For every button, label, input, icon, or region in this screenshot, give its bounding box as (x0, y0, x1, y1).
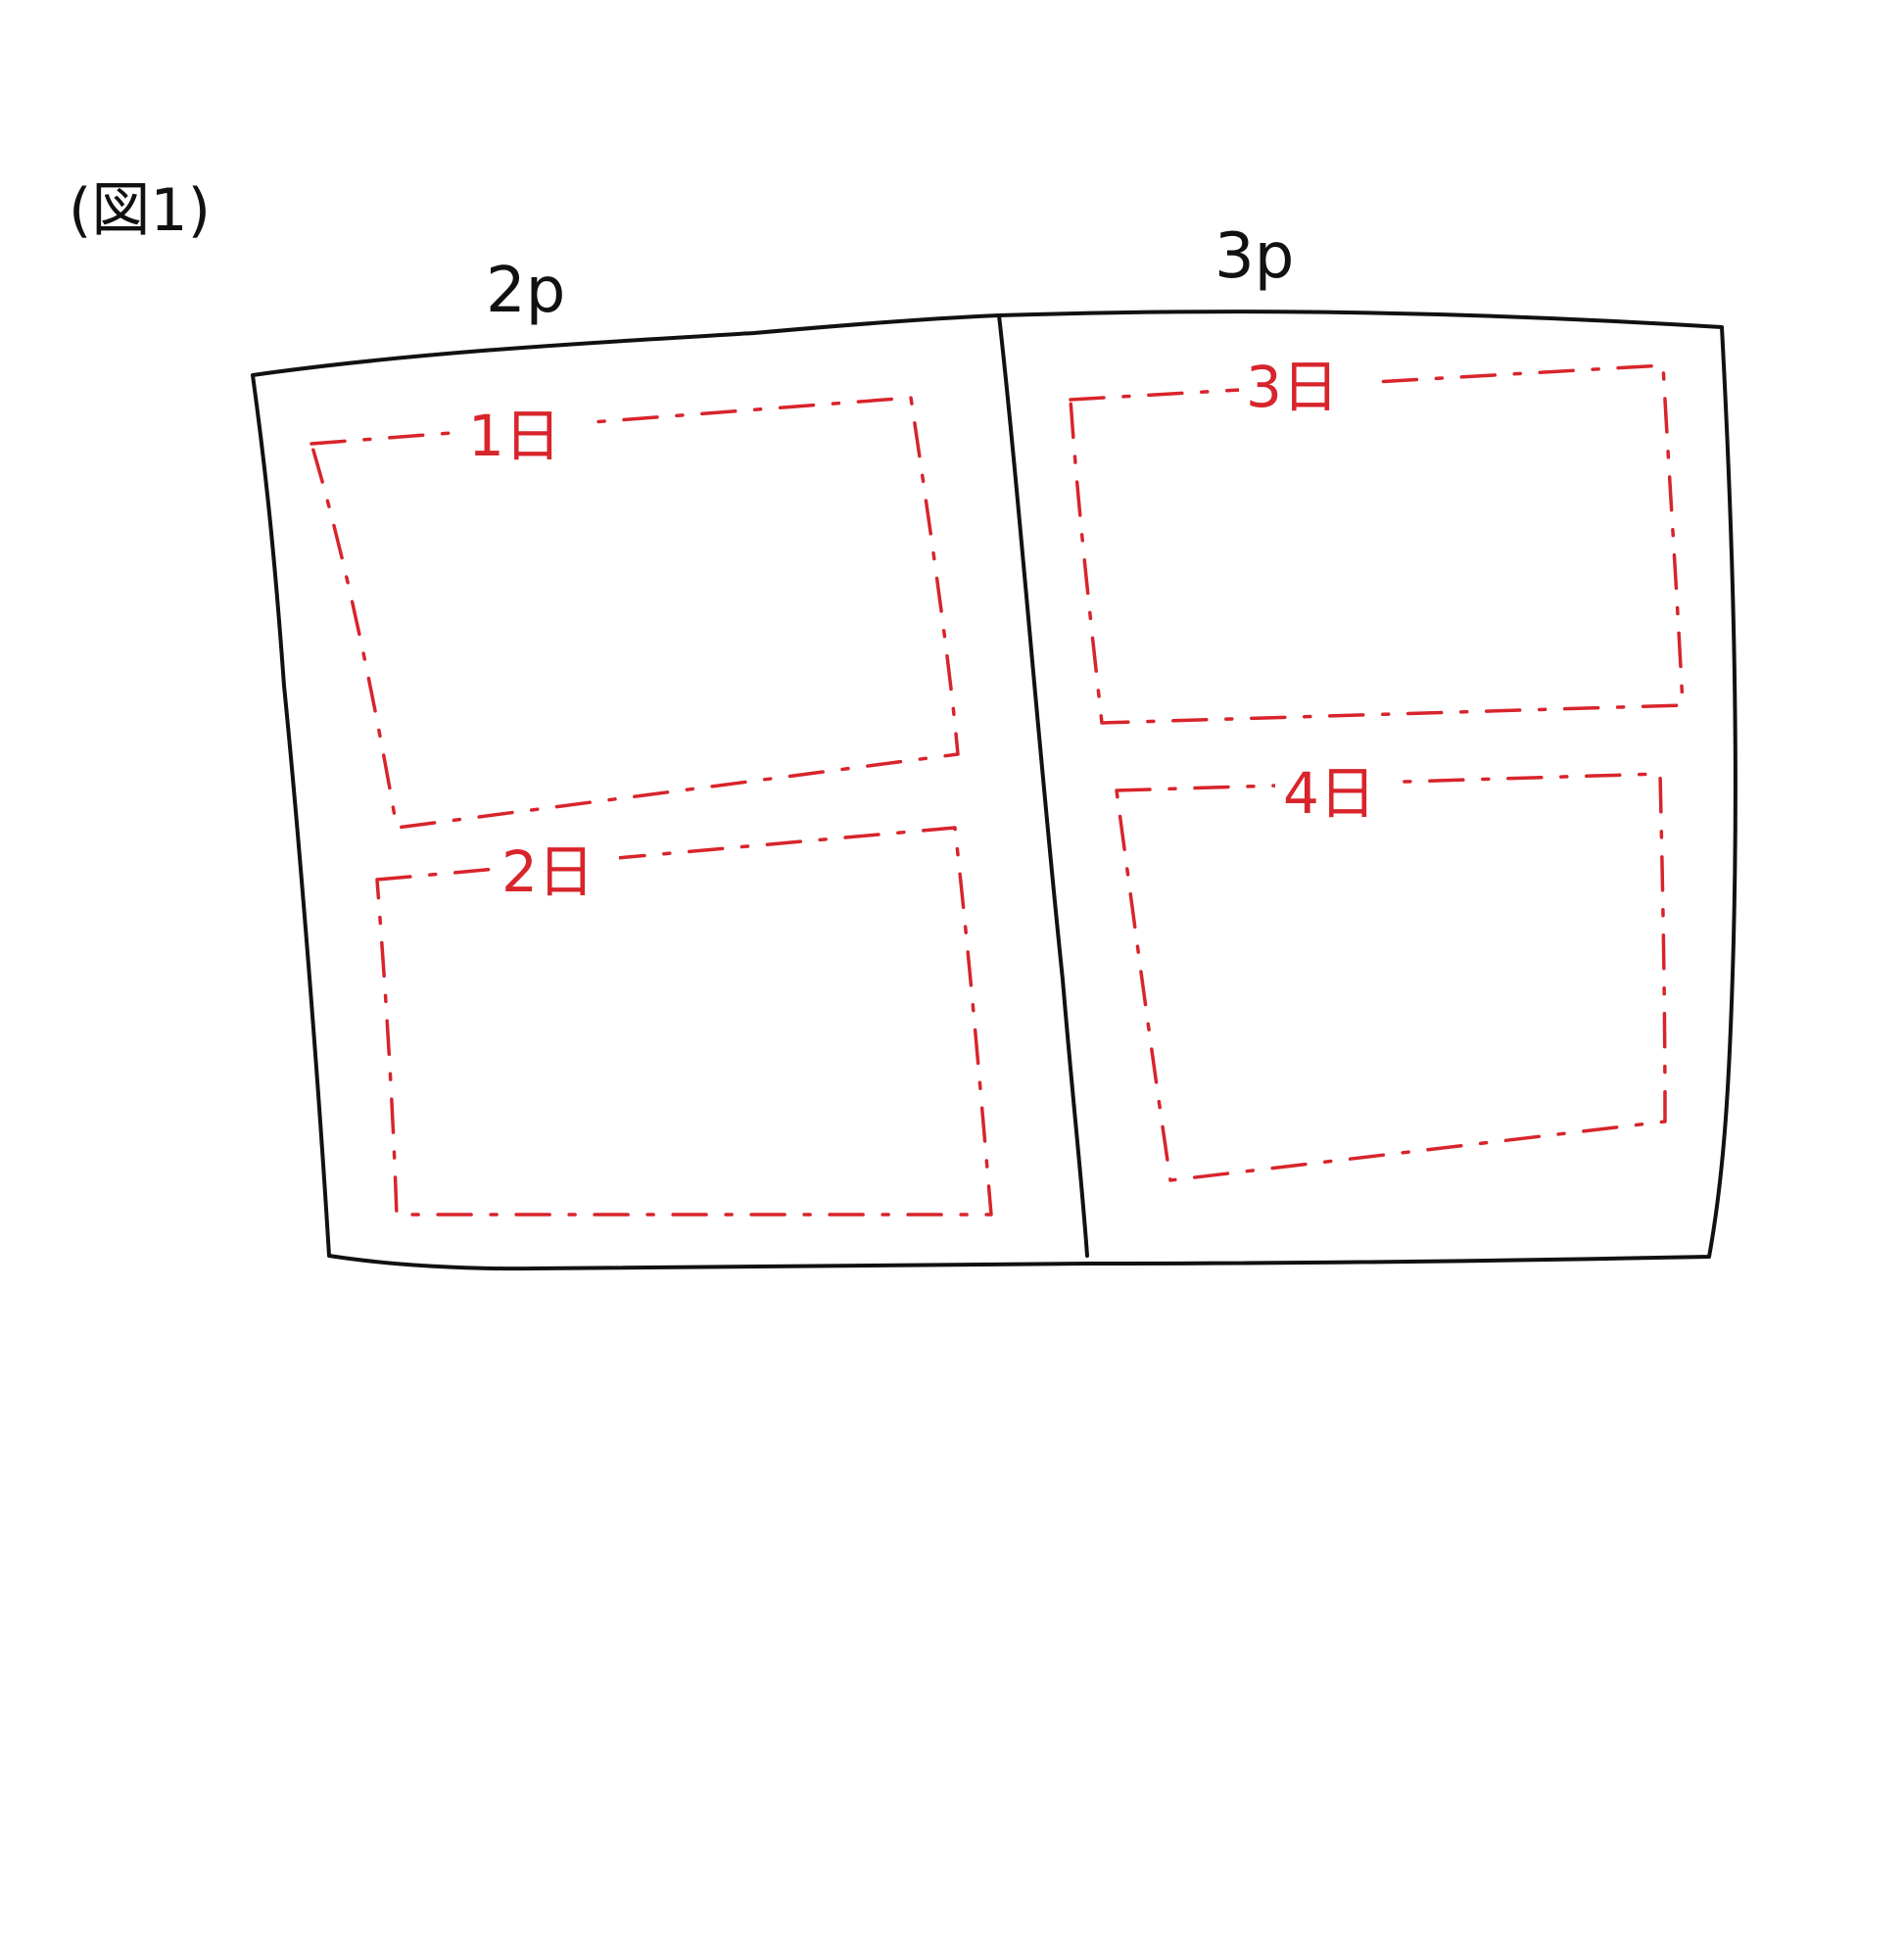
day-box-4: 4日 (1115, 760, 1667, 1182)
figure-label: (図1) (69, 176, 211, 245)
day-label-4: 4日 (1283, 760, 1376, 827)
day-box-3-outline (1069, 363, 1685, 725)
day-label-3: 3日 (1246, 354, 1339, 420)
day-box-1: 1日 (309, 396, 960, 830)
day-label-2: 2日 (501, 838, 595, 905)
day-box-1-outline (309, 396, 960, 830)
page-label-right: 3p (1214, 220, 1294, 293)
spread-outline (251, 310, 1737, 1271)
page-label-left: 2p (486, 255, 565, 327)
day-box-2-outline (375, 826, 993, 1217)
day-label-1: 1日 (468, 403, 561, 469)
day-box-4-outline (1115, 772, 1667, 1182)
page-spread (251, 310, 1737, 1271)
day-box-2: 2日 (375, 826, 993, 1217)
page-divider (997, 313, 1089, 1258)
day-box-3: 3日 (1069, 351, 1685, 725)
